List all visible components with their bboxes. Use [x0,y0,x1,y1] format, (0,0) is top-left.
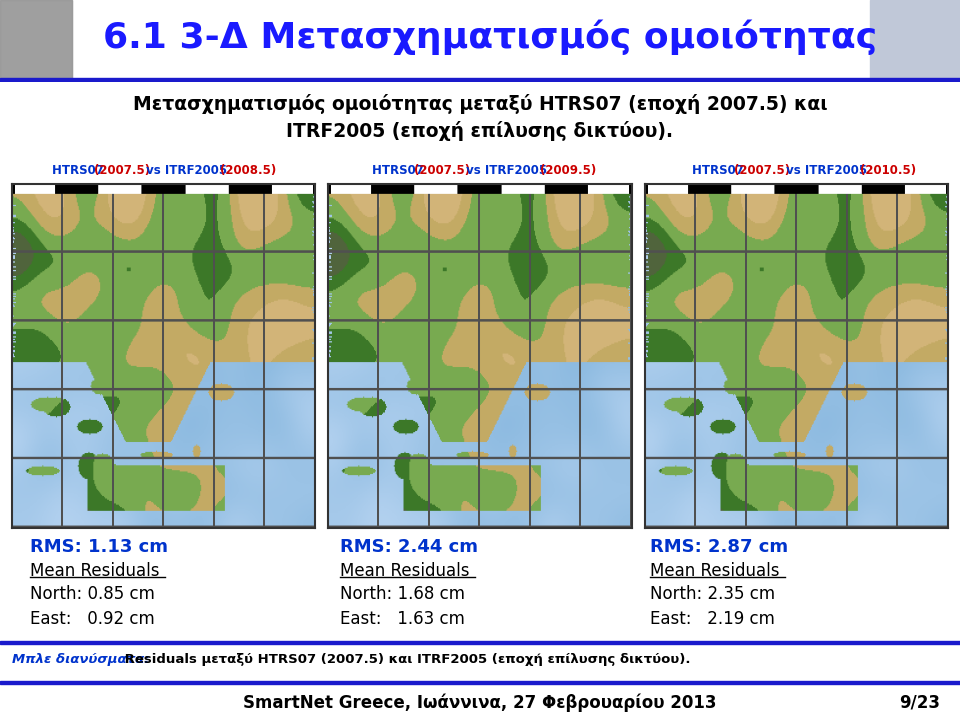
Bar [0,0,72,82]
Text: Μετασχηματισμός ομοιότητας μεταξύ HTRS07 (εποχή 2007.5) και: Μετασχηματισμός ομοιότητας μεταξύ HTRS07… [132,94,828,114]
Bar [0,641,960,643]
Text: Residuals μεταξύ HTRS07 (2007.5) και ITRF2005 (εποχή επίλυσης δικτύου).: Residuals μεταξύ HTRS07 (2007.5) και ITR… [120,653,690,666]
Text: RMS: 2.44 cm: RMS: 2.44 cm [340,538,478,556]
Text: Mean Residuals: Mean Residuals [650,562,780,580]
Text: HTRS07: HTRS07 [52,163,108,176]
Text: 6.1 3-Δ Μετασχηματισμός ομοιότητας: 6.1 3-Δ Μετασχηματισμός ομοιότητας [103,20,877,55]
Text: East:   1.63 cm: East: 1.63 cm [340,609,465,628]
Text: Mean Residuals: Mean Residuals [340,562,469,580]
Bar [0,0,72,82]
Text: vs ITRF2005: vs ITRF2005 [462,163,551,176]
Text: ITRF2005 (εποχή επίλυσης δικτύου).: ITRF2005 (εποχή επίλυσης δικτύου). [286,121,674,141]
Text: HTRS07: HTRS07 [692,163,748,176]
Text: (2007.5): (2007.5) [94,163,150,176]
Text: HTRS07: HTRS07 [372,163,428,176]
Text: Μπλε διανύσματα:: Μπλε διανύσματα: [12,653,150,666]
Text: (2008.5): (2008.5) [220,163,276,176]
Text: SmartNet Greece, Ιωάννινα, 27 Φεβρουαρίου 2013: SmartNet Greece, Ιωάννινα, 27 Φεβρουαρίο… [243,693,717,712]
Text: RMS: 1.13 cm: RMS: 1.13 cm [30,538,168,556]
Text: Mean Residuals: Mean Residuals [30,562,159,580]
Text: (2010.5): (2010.5) [860,163,916,176]
Bar [0,680,960,684]
Text: North: 2.35 cm: North: 2.35 cm [650,585,775,603]
Text: RMS: 2.87 cm: RMS: 2.87 cm [650,538,788,556]
Text: East:   0.92 cm: East: 0.92 cm [30,609,155,628]
Text: North: 0.85 cm: North: 0.85 cm [30,585,155,603]
Bar [0,78,960,82]
Text: 9/23: 9/23 [899,694,940,712]
Text: (2007.5): (2007.5) [734,163,790,176]
Text: (2009.5): (2009.5) [540,163,596,176]
Bar [870,0,960,82]
Text: vs ITRF2005: vs ITRF2005 [142,163,231,176]
Text: (2007.5): (2007.5) [414,163,470,176]
Text: East:   2.19 cm: East: 2.19 cm [650,609,775,628]
Text: vs ITRF2005: vs ITRF2005 [782,163,872,176]
Text: North: 1.68 cm: North: 1.68 cm [340,585,465,603]
